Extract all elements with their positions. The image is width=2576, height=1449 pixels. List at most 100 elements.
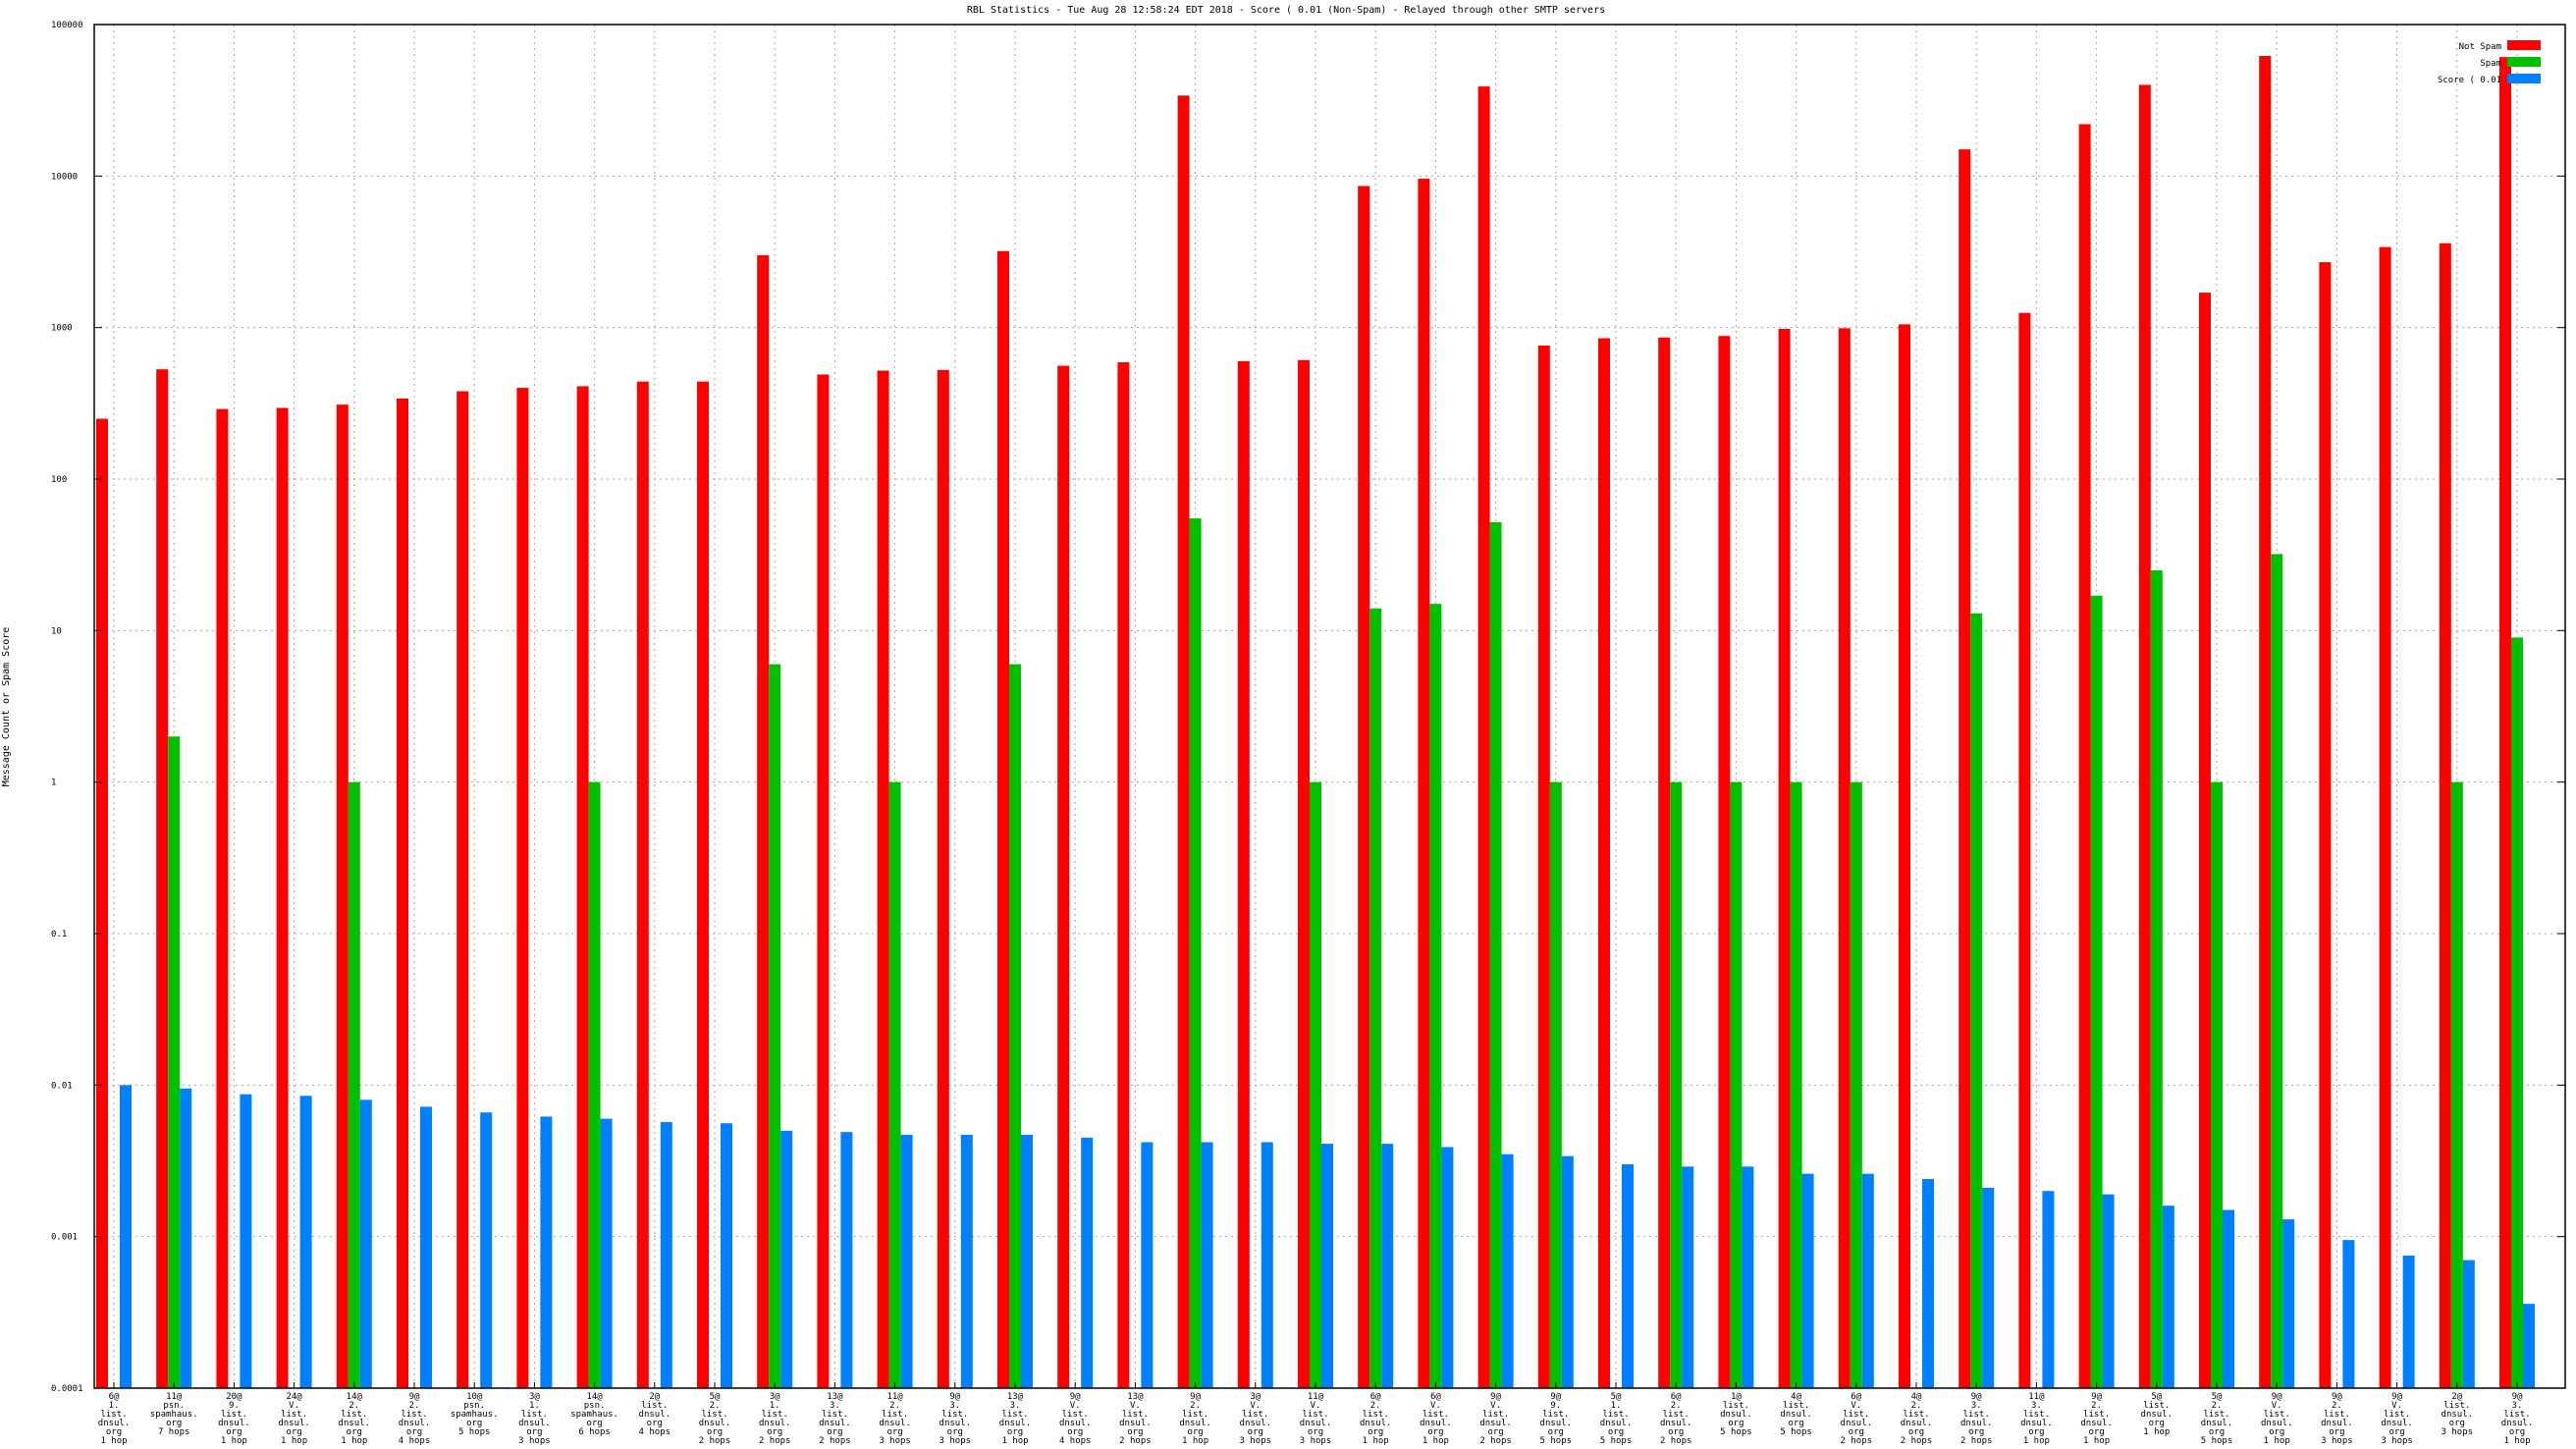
x-tick-label: org bbox=[2509, 1427, 2525, 1437]
bar-score bbox=[1922, 1178, 1934, 1388]
bar-spam bbox=[1549, 781, 1562, 1388]
x-tick-label: psn. bbox=[584, 1401, 606, 1411]
x-tick-label: 1. bbox=[770, 1401, 780, 1411]
x-tick-label: 9@ bbox=[1971, 1392, 1982, 1402]
x-tick-label: list. bbox=[2324, 1410, 2350, 1420]
x-tick-label: dnsul. bbox=[218, 1419, 250, 1428]
bar-not-spam bbox=[1537, 346, 1550, 1389]
x-tick-label: 6@ bbox=[109, 1392, 120, 1402]
x-tick-label: org bbox=[1127, 1427, 1143, 1437]
x-tick-label: 3@ bbox=[1250, 1392, 1261, 1402]
x-tick-label: psn. bbox=[463, 1401, 485, 1411]
bar-not-spam bbox=[276, 407, 289, 1388]
bar-score bbox=[540, 1116, 553, 1388]
bar-score bbox=[1021, 1134, 1033, 1388]
x-tick-label: dnsul. bbox=[2381, 1419, 2413, 1428]
bar-not-spam bbox=[2259, 56, 2272, 1388]
x-tick-label: 1 hop bbox=[2023, 1436, 2050, 1446]
x-tick-label: dnsul. bbox=[819, 1419, 851, 1428]
x-tick-label: org bbox=[1487, 1427, 1503, 1437]
bar-not-spam bbox=[2199, 293, 2211, 1388]
x-tick-label: 2 hops bbox=[1841, 1436, 1873, 1446]
x-tick-label: 9@ bbox=[1190, 1392, 1201, 1402]
x-tick-label: 5@ bbox=[2212, 1392, 2223, 1402]
bar-not-spam bbox=[1658, 337, 1671, 1388]
x-tick-label: org bbox=[586, 1419, 602, 1428]
x-tick-label: list. bbox=[401, 1410, 427, 1420]
x-tick-label: list. bbox=[2143, 1401, 2170, 1411]
bar-score bbox=[1381, 1144, 1394, 1388]
x-tick-label: dnsul. bbox=[399, 1419, 431, 1428]
x-tick-label: 1 hop bbox=[2264, 1436, 2290, 1446]
x-tick-label: org bbox=[1668, 1427, 1684, 1437]
x-tick-label: 5@ bbox=[710, 1392, 721, 1402]
x-tick-label: dnsul. bbox=[879, 1419, 911, 1428]
x-tick-label: dnsul. bbox=[1119, 1419, 1152, 1428]
x-tick-label: list. bbox=[1663, 1410, 1690, 1420]
x-tick-label: 10@ bbox=[466, 1392, 483, 1402]
x-tick-label: dnsul. bbox=[1300, 1419, 1332, 1428]
x-tick-label: 1 hop bbox=[1422, 1436, 1449, 1446]
x-tick-label: dnsul. bbox=[2141, 1410, 2174, 1420]
x-tick-label: dnsul. bbox=[518, 1419, 551, 1428]
x-tick-label: 3 hops bbox=[2321, 1436, 2353, 1446]
x-tick-label: 1 hop bbox=[1182, 1436, 1208, 1446]
x-tick-label: list. bbox=[1122, 1410, 1149, 1420]
x-tick-label: list. bbox=[2443, 1401, 2470, 1411]
x-tick-label: 9@ bbox=[2391, 1392, 2402, 1402]
x-tick-label: list. bbox=[281, 1410, 307, 1420]
bar-not-spam bbox=[1598, 338, 1610, 1388]
x-tick-label: dnsul. bbox=[98, 1419, 131, 1428]
x-tick-label: 1 hop bbox=[2503, 1436, 2530, 1446]
x-tick-label: org bbox=[1728, 1419, 1744, 1428]
bar-score bbox=[1501, 1154, 1514, 1388]
x-tick-label: org bbox=[1548, 1427, 1564, 1437]
x-tick-label: dnsul. bbox=[1780, 1410, 1812, 1420]
x-tick-label: org bbox=[647, 1419, 663, 1428]
bar-spam bbox=[1730, 781, 1743, 1388]
bar-score bbox=[960, 1134, 973, 1388]
bar-not-spam bbox=[96, 418, 108, 1388]
x-tick-label: org bbox=[1007, 1427, 1023, 1437]
x-tick-label: org bbox=[406, 1427, 422, 1437]
x-tick-label: org bbox=[1248, 1427, 1263, 1437]
x-tick-label: dnsul. bbox=[1540, 1419, 1573, 1428]
bar-spam bbox=[2271, 554, 2283, 1388]
legend: Not Spam Spam Score ( 0.01 bbox=[2438, 40, 2541, 85]
x-tick-label: 1 hop bbox=[281, 1436, 307, 1446]
x-tick-label: 1 hop bbox=[221, 1436, 247, 1446]
x-tick-label: dnsul. bbox=[1059, 1419, 1092, 1428]
bar-spam bbox=[168, 736, 181, 1388]
bar-not-spam bbox=[757, 255, 770, 1388]
bar-not-spam bbox=[1057, 365, 1070, 1388]
x-tick-label: 9@ bbox=[1490, 1392, 1501, 1402]
bar-not-spam bbox=[1778, 329, 1791, 1389]
y-tick-label: 0.0001 bbox=[51, 1384, 83, 1394]
x-tick-label: 5 hops bbox=[1600, 1436, 1633, 1446]
x-tick-label: list. bbox=[100, 1410, 127, 1420]
x-tick-label: list. bbox=[2264, 1410, 2290, 1420]
x-tick-label: psn. bbox=[163, 1401, 185, 1411]
x-tick-label: 9. bbox=[229, 1401, 240, 1411]
bar-score bbox=[1622, 1164, 1634, 1388]
bar-score bbox=[1561, 1155, 1574, 1388]
x-tick-label: list. bbox=[1062, 1410, 1089, 1420]
x-tick-label: org bbox=[466, 1419, 482, 1428]
bar-score bbox=[840, 1132, 853, 1388]
x-tick-label: org bbox=[1849, 1427, 1864, 1437]
x-tick-label: dnsul. bbox=[2501, 1419, 2534, 1428]
x-tick-label: org bbox=[226, 1427, 242, 1437]
bar-spam bbox=[1970, 613, 1983, 1388]
x-tick-label: 2. bbox=[2332, 1401, 2342, 1411]
y-tick-label: 0.1 bbox=[51, 930, 67, 939]
x-tick-label: 1 hop bbox=[2083, 1436, 2110, 1446]
bar-not-spam bbox=[397, 398, 408, 1388]
bar-score bbox=[721, 1123, 732, 1388]
x-tick-label: 11@ bbox=[166, 1392, 183, 1402]
x-tick-label: 9@ bbox=[2332, 1392, 2342, 1402]
legend-spam-label: Spam bbox=[2480, 59, 2501, 69]
bar-score bbox=[2402, 1255, 2415, 1388]
x-tick-label: 1 hop bbox=[341, 1436, 367, 1446]
x-tick-label: 13@ bbox=[1007, 1392, 1024, 1402]
x-tick-label: 9@ bbox=[949, 1392, 960, 1402]
